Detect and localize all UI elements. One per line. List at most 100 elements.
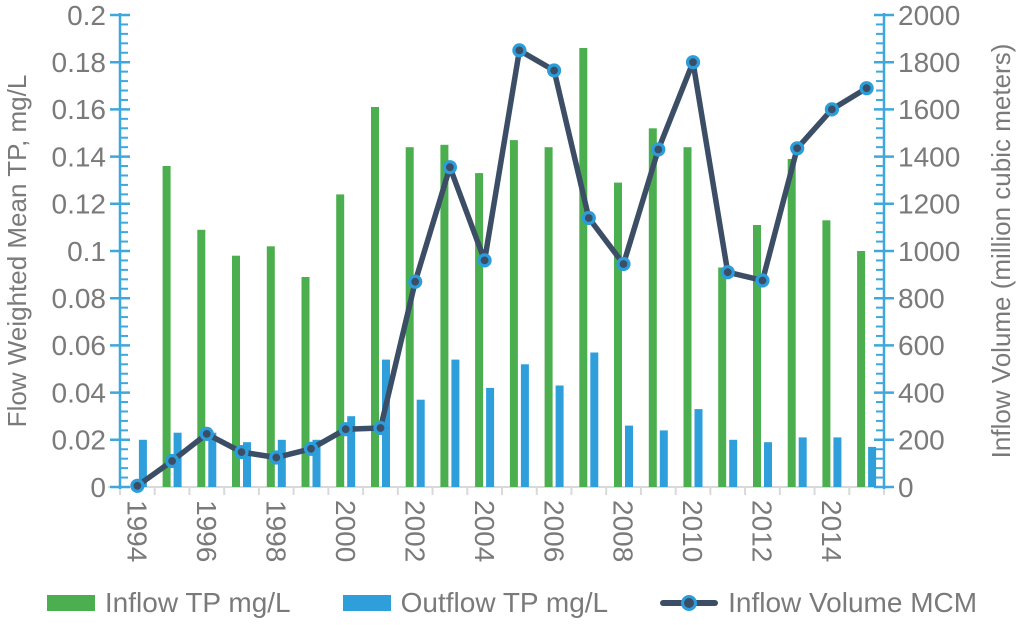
inflow-bar-2009 [648, 128, 657, 488]
volume-marker-1994 [130, 478, 145, 493]
outflow-bar-2006 [555, 385, 564, 487]
inflow-volume-line-swatch [660, 594, 719, 612]
x-tick-label: 2012 [747, 500, 778, 562]
volume-marker-1999 [303, 441, 319, 456]
left-tick-label: 0.08 [52, 283, 107, 314]
right-axis: 0 200 400 600 800 1000 1200 1400 1600 1800 2000 Inf… [874, 0, 1016, 503]
right-tick-label: 1600 [898, 94, 960, 125]
outflow-bar-2007 [590, 352, 599, 487]
legend-item-outflow-tp: Outflow TP mg/L [342, 587, 609, 619]
volume-marker-1995 [165, 453, 180, 469]
right-axis-title: Inflow Volume (million cubic meters) [986, 44, 1016, 459]
outflow-bar-2002 [416, 399, 425, 487]
outflow-bar-2013 [798, 437, 807, 487]
inflow-bar-2000 [336, 194, 345, 487]
outflow-bar-2000 [347, 416, 356, 487]
volume-marker-2013 [790, 141, 805, 156]
inflow-bar-2008 [614, 182, 622, 487]
outflow-bar-2003 [451, 359, 460, 487]
inflow-tp-swatch [46, 595, 95, 611]
legend-item-inflow-tp: Inflow TP mg/L [46, 587, 291, 619]
x-tick-label: 2010 [677, 500, 708, 562]
volume-marker-2002 [408, 274, 423, 289]
outflow-bar-2004 [486, 387, 495, 487]
legend-label-outflow-tp: Outflow TP mg/L [400, 587, 609, 618]
inflow-bar-1996 [197, 229, 206, 488]
inflow-bar-2011 [718, 267, 727, 487]
x-tick-label: 2006 [538, 500, 569, 562]
right-tick-label: 0 [898, 472, 914, 503]
outflow-bar-1996 [208, 432, 217, 487]
left-axis-title: Flow Weighted Mean TP, mg/L [2, 75, 32, 428]
volume-marker-2009 [651, 142, 666, 157]
left-tick-label: 0.1 [67, 236, 106, 267]
outflow-bar-1999 [312, 439, 321, 487]
left-tick-label: 0.04 [52, 377, 107, 408]
outflow-bar-1997 [243, 442, 251, 487]
right-tick-label: 1000 [898, 236, 960, 267]
volume-marker-2003 [442, 160, 457, 175]
inflow-bar-2010 [683, 147, 692, 487]
volume-marker-1998 [269, 450, 284, 465]
inflow-bar-2002 [405, 147, 414, 487]
inflow-volume-line [130, 43, 874, 493]
volume-marker-2014 [824, 102, 840, 117]
volume-marker-2001 [373, 420, 388, 436]
right-tick-label: 2000 [898, 0, 960, 31]
right-tick-label: 800 [898, 283, 945, 314]
left-tick-label: 0.06 [52, 330, 107, 361]
outflow-bar-2001 [382, 359, 390, 487]
x-tick-label: 2008 [608, 500, 639, 562]
inflow-bar-2003 [440, 144, 449, 488]
legend-label-inflow-volume: Inflow Volume MCM [728, 587, 978, 618]
volume-marker-2012 [755, 273, 770, 288]
volume-marker-2015 [859, 81, 874, 96]
volume-marker-2005 [512, 43, 527, 58]
outflow-bar-2005 [520, 364, 529, 487]
x-tick-label: 2014 [816, 500, 847, 562]
x-tick-label: 1998 [260, 500, 291, 562]
x-tick-label: 1994 [122, 500, 153, 562]
volume-marker-2008 [616, 256, 631, 272]
inflow-bar-2014 [822, 220, 831, 488]
legend-item-inflow-volume: Inflow Volume MCM [660, 587, 977, 619]
line-swatch-marker-icon [681, 595, 698, 611]
outflow-bar-2008 [625, 425, 633, 487]
x-tick-label: 2004 [469, 500, 500, 562]
inflow-bar-1998 [266, 246, 275, 487]
inflow-bar-2012 [753, 225, 761, 487]
outflow-tp-bars [138, 352, 877, 487]
volume-marker-2010 [685, 55, 701, 70]
outflow-bar-2012 [764, 442, 772, 487]
inflow-bar-1995 [162, 166, 171, 487]
left-tick-label: 0.14 [52, 141, 107, 172]
inflow-bar-1997 [232, 255, 240, 487]
outflow-bar-2009 [659, 430, 668, 487]
left-tick-label: 0.18 [52, 47, 107, 78]
volume-marker-1996 [199, 426, 214, 441]
volume-marker-1997 [234, 445, 249, 460]
left-tick-label: 0.12 [52, 189, 107, 220]
x-tick-label: 2002 [399, 500, 430, 562]
inflow-bar-2001 [371, 107, 379, 487]
outflow-bar-2010 [694, 409, 703, 487]
right-tick-label: 400 [898, 377, 945, 408]
inflow-bar-2004 [475, 173, 484, 487]
inflow-tp-bars [162, 48, 866, 488]
volume-marker-2007 [581, 210, 596, 226]
volume-marker-2011 [720, 265, 735, 280]
outflow-bar-1994 [138, 439, 147, 487]
left-tick-label: 0 [90, 472, 106, 503]
legend-label-inflow-tp: Inflow TP mg/L [104, 587, 291, 618]
inflow-bar-2007 [579, 48, 588, 487]
left-axis: 0 0.02 0.04 0.06 0.08 0.1 0.12 0.14 0.16 0.18 0.2 F… [2, 0, 130, 503]
outflow-bar-2011 [729, 439, 738, 487]
volume-marker-2004 [477, 253, 492, 268]
right-tick-label: 1800 [898, 47, 960, 78]
left-tick-label: 0.02 [52, 425, 107, 456]
x-tick-label: 1996 [191, 500, 222, 562]
right-tick-label: 200 [898, 425, 945, 456]
inflow-bar-2013 [787, 159, 796, 487]
